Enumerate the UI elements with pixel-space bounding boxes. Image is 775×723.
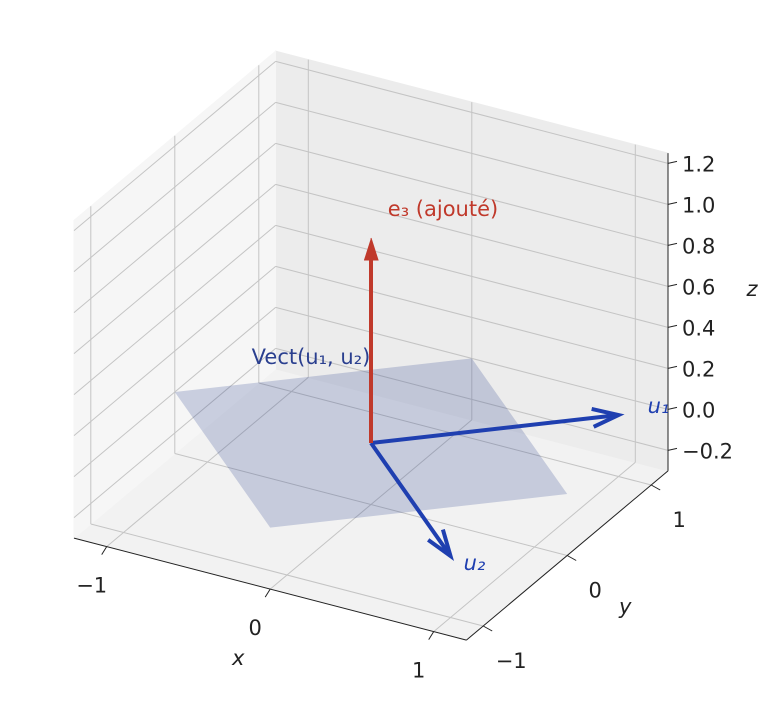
vector-label: e₃ (ajouté)	[388, 197, 498, 221]
z-tick	[667, 160, 678, 164]
y-tick	[482, 625, 493, 632]
z-tick-label: −0.2	[682, 439, 733, 463]
vector-label: u₂	[464, 551, 486, 575]
y-tick-label: 1	[673, 508, 686, 532]
grid-line	[275, 60, 669, 164]
z-tick-label: 0.8	[682, 234, 715, 258]
z-tick	[667, 324, 678, 328]
y-axis	[466, 470, 669, 641]
y-tick-label: 0	[589, 579, 602, 603]
grid-line	[275, 224, 669, 328]
grid-line	[73, 184, 276, 354]
grid-line	[275, 306, 669, 410]
grid-line	[73, 225, 276, 395]
y-axis-label: y	[618, 595, 632, 619]
grid-line	[275, 142, 669, 246]
vector-head	[591, 407, 625, 429]
x-tick-label: 0	[249, 616, 262, 640]
grid-line	[275, 265, 669, 369]
grid-line	[73, 143, 276, 313]
grid-line	[90, 523, 484, 627]
grid-line	[275, 183, 669, 287]
x-tick-label: 1	[412, 659, 425, 683]
vector-label: u₁	[648, 394, 670, 418]
vector-head	[364, 237, 379, 261]
grid-line	[73, 348, 276, 518]
x-tick-label: −1	[76, 574, 107, 598]
z-tick	[667, 406, 678, 410]
z-tick	[667, 242, 678, 246]
grid-line	[275, 347, 669, 451]
z-tick-label: 0.2	[682, 357, 715, 381]
z-tick	[667, 283, 678, 287]
z-tick-label: 0.6	[682, 275, 715, 299]
y-tick	[650, 484, 661, 491]
z-axis-label: z	[745, 277, 758, 301]
x-tick	[428, 631, 435, 640]
grid-line	[73, 61, 276, 231]
grid-line	[73, 266, 276, 436]
grid-line	[73, 307, 276, 477]
x-tick	[101, 546, 108, 555]
z-tick-label: 1.0	[682, 193, 715, 217]
grid-line	[275, 101, 669, 205]
grid-line	[174, 453, 568, 556]
vector	[369, 441, 453, 558]
x-axis-label: x	[231, 646, 245, 670]
z-tick-label: 1.2	[682, 152, 715, 176]
z-tick-label: 0.4	[682, 316, 715, 340]
grid-line	[73, 102, 276, 272]
z-tick	[667, 447, 678, 451]
y-tick-label: −1	[496, 649, 527, 673]
x-axis	[73, 537, 467, 641]
vector	[370, 413, 619, 445]
z-tick-label: 0.0	[682, 398, 715, 422]
vector-head	[427, 529, 455, 562]
y-tick	[566, 555, 577, 561]
x-tick	[264, 588, 271, 598]
z-tick	[667, 365, 678, 369]
z-tick	[667, 201, 678, 205]
plane-label: Vect(u₁, u₂)	[252, 345, 371, 369]
